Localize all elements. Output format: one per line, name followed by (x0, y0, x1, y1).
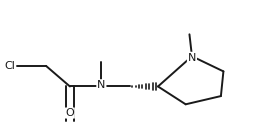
Text: N: N (97, 80, 105, 90)
Text: O: O (65, 108, 74, 118)
Text: N: N (187, 53, 195, 63)
Text: Cl: Cl (4, 61, 15, 71)
